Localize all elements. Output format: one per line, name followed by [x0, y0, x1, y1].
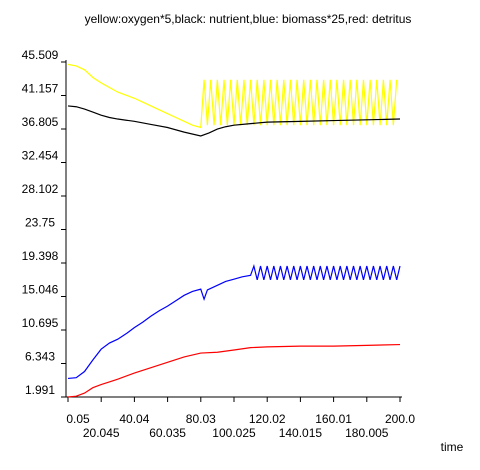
y-tick-label: 28.102: [22, 182, 59, 196]
x-tick-label: 180.005: [345, 426, 389, 440]
y-tick-label: 10.695: [22, 316, 59, 330]
y-tick-label: 36.805: [22, 115, 59, 129]
x-tick-label: 100.025: [212, 426, 256, 440]
x-tick-label: 20.045: [83, 426, 120, 440]
series-line: [67, 105, 401, 137]
series-line: [67, 343, 401, 398]
x-tick-label: 200.0: [385, 412, 415, 426]
y-tick-label: 19.398: [22, 249, 59, 263]
x-tick-label: 120.02: [249, 412, 286, 426]
x-tick-label: 60.035: [149, 426, 186, 440]
series-line: [67, 263, 401, 380]
y-tick-label: 15.046: [22, 283, 59, 297]
y-tick-label: 23.75: [25, 216, 55, 230]
y-tick-label: 1.991: [25, 383, 55, 397]
x-tick-label: 140.015: [279, 426, 323, 440]
y-tick-label: 6.343: [25, 350, 55, 364]
y-tick-label: 41.157: [22, 82, 59, 96]
x-axis-label: time: [441, 440, 464, 454]
series-line: [67, 63, 398, 129]
x-tick-label: 80.03: [186, 412, 216, 426]
x-tick-label: 160.01: [315, 412, 352, 426]
chart-title: yellow:oxygen*5,black: nutrient,blue: bi…: [85, 12, 412, 26]
x-tick-label: 0.05: [66, 412, 90, 426]
x-tick-label: 40.04: [119, 412, 149, 426]
y-tick-label: 32.454: [22, 149, 59, 163]
y-tick-label: 45.509: [22, 48, 59, 62]
